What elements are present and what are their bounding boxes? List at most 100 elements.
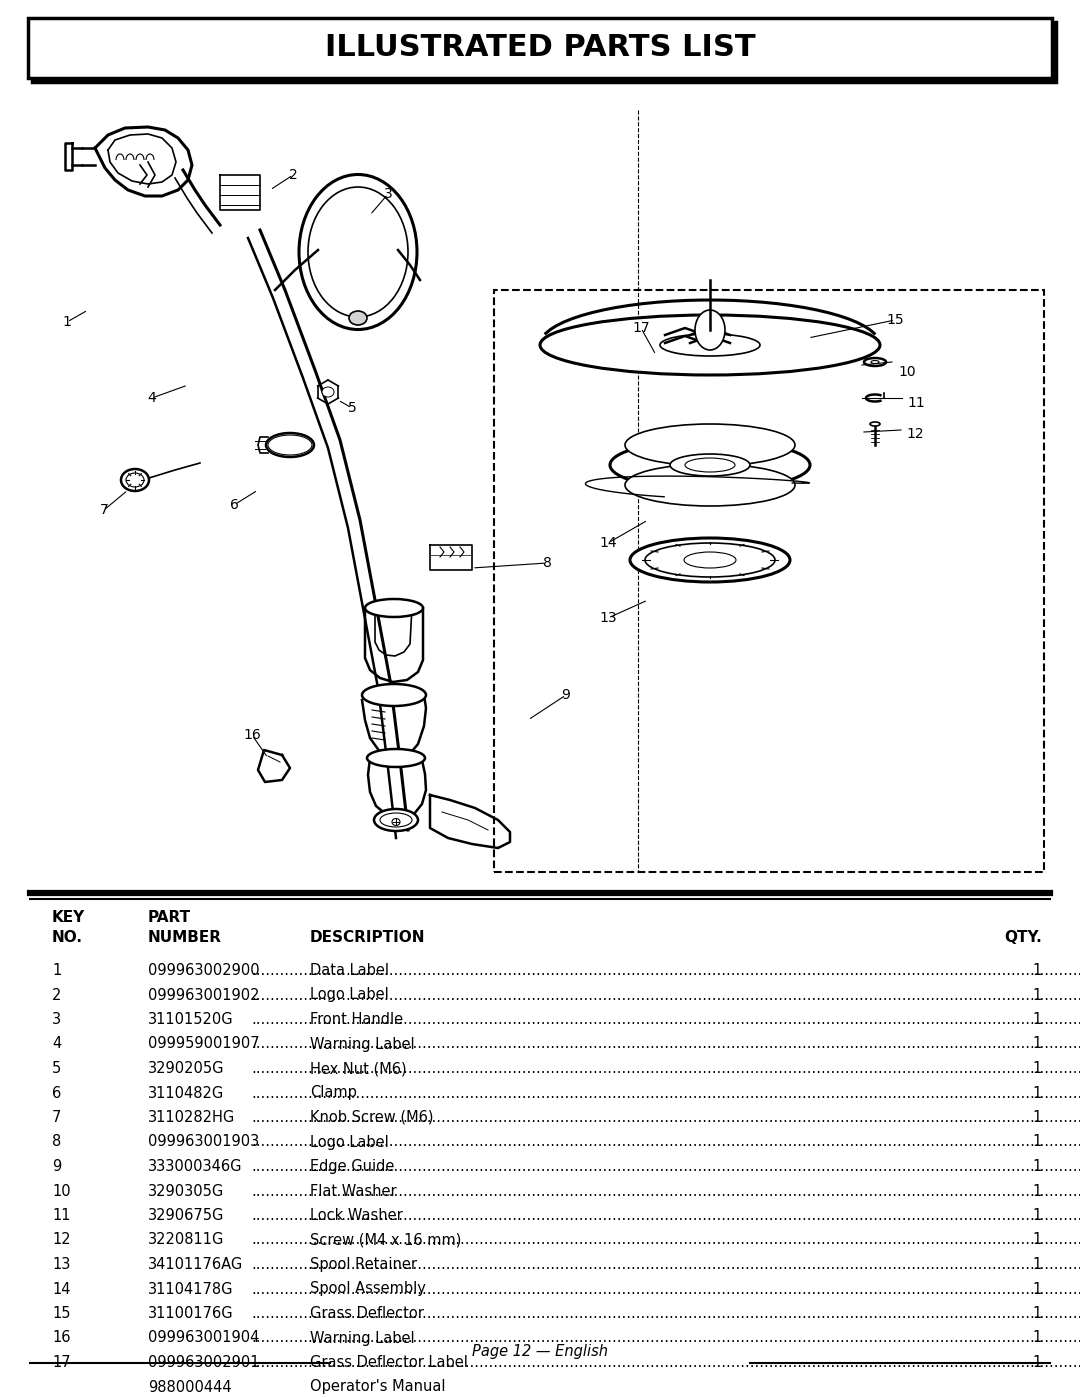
Text: ................................................................................: ........................................… [251,1281,1080,1296]
Text: 16: 16 [243,728,261,742]
Ellipse shape [299,175,417,330]
Ellipse shape [540,314,880,374]
Text: 11: 11 [907,395,924,409]
Text: 1: 1 [1032,988,1042,1003]
Text: Front Handle: Front Handle [310,1011,403,1027]
Ellipse shape [266,433,314,457]
Text: 3: 3 [383,187,392,201]
Ellipse shape [308,187,408,317]
Ellipse shape [362,685,426,705]
Text: Warning Label: Warning Label [310,1037,415,1052]
Ellipse shape [685,458,735,472]
Text: 3290305G: 3290305G [148,1183,225,1199]
Text: 8: 8 [542,556,552,570]
Text: 099963001903: 099963001903 [148,1134,259,1150]
Text: ILLUSTRATED PARTS LIST: ILLUSTRATED PARTS LIST [325,34,755,63]
Text: 1: 1 [1032,1011,1042,1027]
Text: ................................................................................: ........................................… [251,1134,1080,1150]
Text: ................................................................................: ........................................… [251,1232,1080,1248]
Text: 5: 5 [348,401,356,415]
Text: ................................................................................: ........................................… [251,1060,1080,1076]
Ellipse shape [645,543,775,577]
Text: 8: 8 [52,1134,62,1150]
Text: 3290675G: 3290675G [148,1208,225,1222]
Text: DESCRIPTION: DESCRIPTION [310,930,426,944]
Text: 34101176AG: 34101176AG [148,1257,243,1273]
Text: 1: 1 [1032,1134,1042,1150]
Ellipse shape [660,334,760,356]
Text: 3110482G: 3110482G [148,1085,225,1101]
Ellipse shape [870,360,879,363]
Text: 1: 1 [52,963,62,978]
Bar [32,22,1056,82]
Text: 4: 4 [52,1037,62,1052]
Text: ................................................................................: ........................................… [251,1085,1080,1101]
Ellipse shape [349,312,367,326]
Text: ................................................................................: ........................................… [251,1037,1080,1052]
Text: Edge Guide: Edge Guide [310,1160,394,1173]
Text: Grass Deflector: Grass Deflector [310,1306,423,1322]
Text: ................................................................................: ........................................… [251,988,1080,1003]
Ellipse shape [630,538,789,583]
Text: 1: 1 [1032,1355,1042,1370]
Text: 2: 2 [288,168,297,182]
Text: 7: 7 [52,1111,62,1125]
Text: NO.: NO. [52,930,83,944]
Text: 13: 13 [599,610,617,624]
Text: Page 12 — English: Page 12 — English [472,1344,608,1359]
Text: 3290205G: 3290205G [148,1060,225,1076]
Text: 099963001904: 099963001904 [148,1330,259,1345]
Text: 099959001907: 099959001907 [148,1037,259,1052]
Bar [494,291,1044,872]
Text: Warning Label: Warning Label [310,1330,415,1345]
Text: NUMBER: NUMBER [148,930,222,944]
Text: ................................................................................: ........................................… [251,1160,1080,1173]
Text: Flat Washer: Flat Washer [310,1183,396,1199]
Text: ................................................................................: ........................................… [251,1257,1080,1273]
Text: 17: 17 [632,321,650,335]
Text: 2: 2 [52,988,62,1003]
Bar [28,18,1052,78]
Text: ................................................................................: ........................................… [251,963,1080,978]
Ellipse shape [625,464,795,506]
Text: 16: 16 [52,1330,70,1345]
Text: 988000444: 988000444 [148,1379,231,1394]
Text: 1: 1 [1032,1037,1042,1052]
Text: 9: 9 [52,1160,62,1173]
Text: Lock Washer: Lock Washer [310,1208,403,1222]
Ellipse shape [121,469,149,490]
Text: 31104178G: 31104178G [148,1281,233,1296]
Text: 15: 15 [52,1306,70,1322]
Text: 15: 15 [887,313,904,327]
Text: Grass Deflector Label: Grass Deflector Label [310,1355,468,1370]
Text: Operator's Manual: Operator's Manual [310,1379,446,1394]
Ellipse shape [365,599,423,617]
Ellipse shape [870,422,880,426]
Ellipse shape [374,809,418,831]
Ellipse shape [670,454,750,476]
Ellipse shape [367,749,426,767]
Ellipse shape [610,440,810,490]
Ellipse shape [392,819,400,826]
Text: 11: 11 [52,1208,70,1222]
Text: 1: 1 [1032,1111,1042,1125]
Text: 3220811G: 3220811G [148,1232,225,1248]
Text: 17: 17 [52,1355,70,1370]
Ellipse shape [380,813,411,827]
Text: 1: 1 [1032,1208,1042,1222]
Text: 31100176G: 31100176G [148,1306,233,1322]
Text: Data Label: Data Label [310,963,389,978]
Text: ................................................................................: ........................................… [251,1330,1080,1345]
Text: 1: 1 [1032,1306,1042,1322]
Ellipse shape [625,425,795,467]
Text: PART: PART [148,909,191,925]
Text: 1: 1 [1032,1183,1042,1199]
Text: 5: 5 [52,1060,62,1076]
Text: 3110282HG: 3110282HG [148,1111,235,1125]
Text: 1: 1 [1032,1330,1042,1345]
Ellipse shape [684,552,735,569]
Text: 1: 1 [63,314,71,330]
Text: 1: 1 [1032,1085,1042,1101]
Text: 1: 1 [1032,1232,1042,1248]
Text: 10: 10 [52,1183,70,1199]
